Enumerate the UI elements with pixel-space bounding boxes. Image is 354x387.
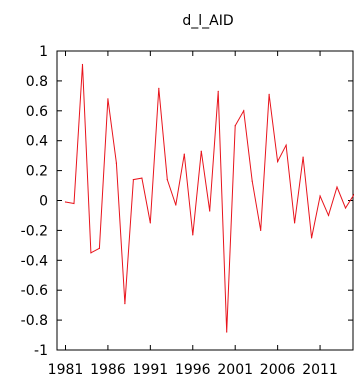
y-tick-label: 0.4 [26, 134, 48, 150]
data-point [217, 90, 219, 92]
data-point [115, 162, 117, 164]
data-point [183, 153, 185, 155]
data-point [243, 110, 245, 112]
x-tick-label: 2006 [260, 362, 296, 378]
y-tick-label: 0.8 [26, 74, 48, 90]
data-point [98, 247, 101, 249]
data-point [73, 202, 75, 205]
data-point [175, 204, 177, 206]
data-point [319, 195, 321, 197]
data-point [277, 161, 279, 163]
data-point [302, 156, 304, 158]
y-tick-label: -0.8 [21, 313, 48, 329]
data-point [260, 229, 262, 231]
data-point [141, 177, 143, 179]
data-point [166, 178, 168, 181]
data-point [81, 63, 84, 66]
y-tick-label: 1 [39, 44, 48, 60]
x-tick-label: 1996 [175, 362, 211, 378]
y-tick-label: 0 [39, 194, 48, 210]
data-point [90, 252, 92, 254]
data-point [192, 234, 194, 236]
data-point [251, 180, 253, 182]
data-point [124, 303, 126, 305]
data-point [200, 150, 202, 152]
data-point [132, 178, 134, 181]
data-point [158, 87, 160, 89]
data-point [344, 207, 347, 209]
data-point [234, 125, 236, 127]
data-point [149, 222, 151, 224]
chart-title: d_l_AID [182, 13, 233, 29]
x-tick-label: 2011 [302, 362, 338, 378]
data-point [310, 237, 313, 239]
x-tick-label: 1986 [90, 362, 126, 378]
data-point [294, 222, 296, 224]
x-tick-label: 2001 [217, 362, 253, 378]
data-point [64, 201, 67, 203]
y-tick-label: -0.6 [21, 283, 48, 299]
data-point [209, 210, 211, 212]
data-point [226, 331, 228, 333]
data-point [268, 93, 270, 95]
series-line [65, 64, 354, 333]
x-tick-label: 1981 [48, 362, 84, 378]
plot-frame [56, 50, 354, 351]
x-tick-label: 1991 [133, 362, 169, 378]
data-point [336, 186, 338, 188]
y-tick-label: -0.2 [21, 223, 48, 239]
y-tick-label: -0.4 [21, 253, 48, 269]
data-point [107, 98, 109, 100]
data-point [327, 214, 330, 217]
y-tick-label: 0.6 [26, 104, 48, 120]
data-point [285, 144, 287, 146]
y-tick-label: -1 [34, 343, 48, 359]
plot-area: -1 -0.8 -0.6 -0.4 -0.2 0 0.2 0.4 0.6 0.8 1 1981 1986… [21, 44, 354, 378]
y-tick-label: 0.2 [26, 164, 48, 180]
